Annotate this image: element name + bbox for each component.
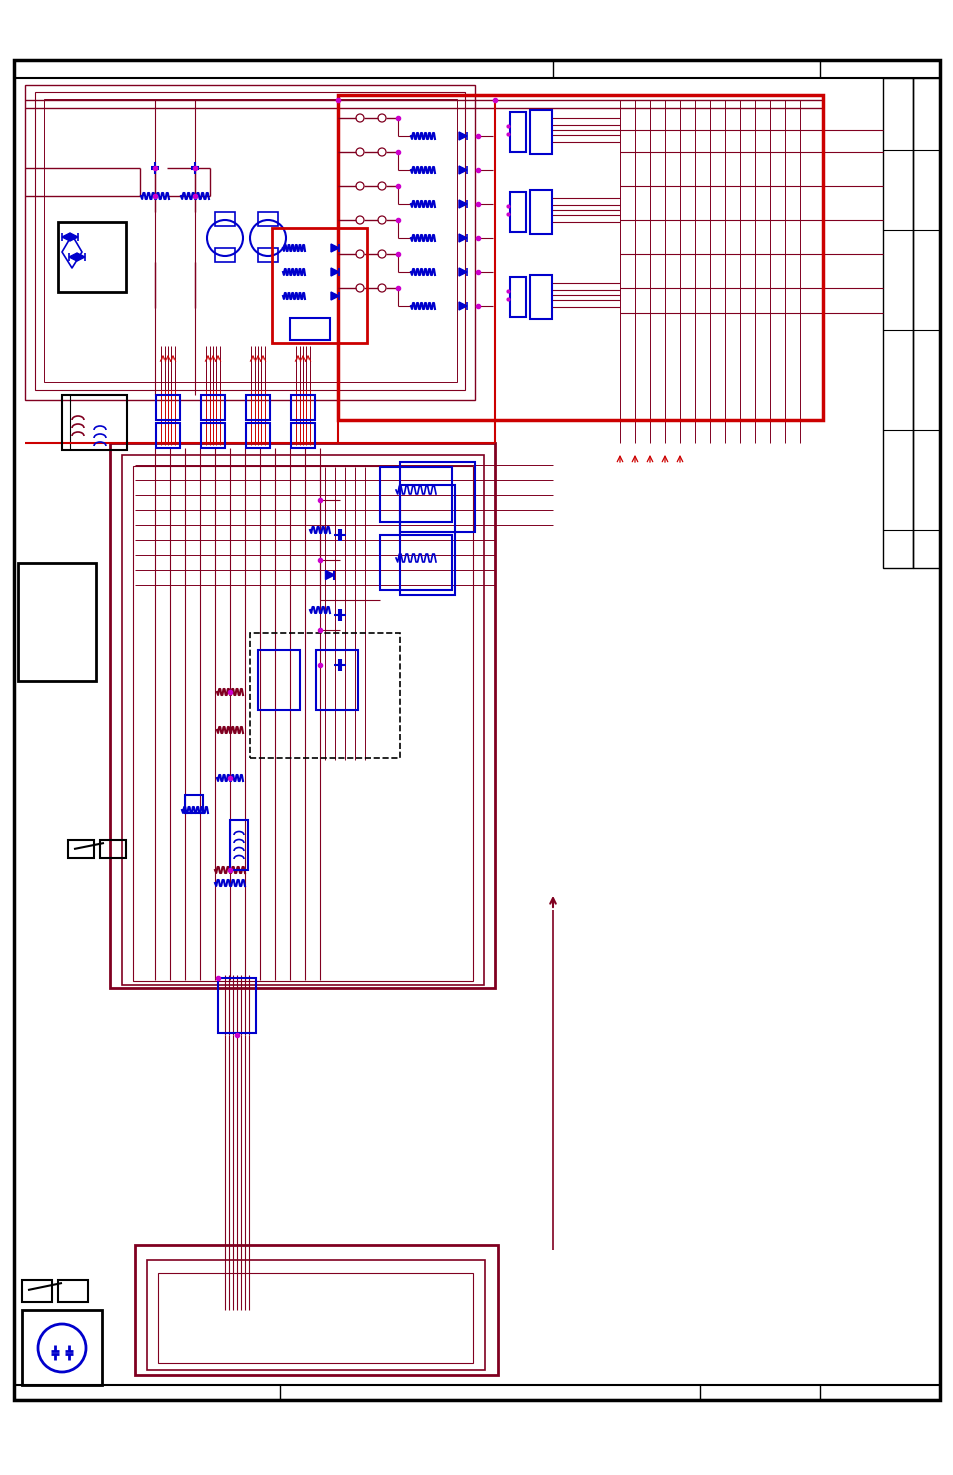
Bar (22, 1280, 52, 1302)
Bar (110, 442, 495, 988)
Polygon shape (458, 131, 467, 140)
Bar (510, 192, 525, 232)
Bar (122, 454, 483, 985)
Bar (399, 462, 475, 532)
Bar (44, 99, 456, 382)
Bar (337, 94, 822, 420)
Bar (230, 820, 248, 870)
Bar (158, 1273, 473, 1363)
Bar (882, 78, 912, 568)
Bar (156, 395, 180, 420)
Bar (291, 395, 314, 420)
Polygon shape (458, 235, 467, 242)
Polygon shape (70, 233, 78, 240)
Bar (58, 223, 126, 292)
Bar (912, 78, 939, 568)
Bar (201, 395, 225, 420)
Bar (68, 839, 94, 858)
Bar (510, 277, 525, 317)
Polygon shape (69, 254, 77, 261)
Bar (62, 395, 127, 450)
Bar (201, 423, 225, 448)
Bar (379, 468, 452, 522)
Polygon shape (325, 571, 335, 580)
Polygon shape (458, 268, 467, 276)
Bar (22, 1310, 102, 1385)
Bar (530, 111, 552, 153)
Polygon shape (458, 302, 467, 310)
Bar (257, 212, 277, 226)
Bar (214, 248, 234, 263)
Bar (510, 112, 525, 152)
Bar (290, 319, 330, 341)
Bar (291, 423, 314, 448)
Bar (399, 485, 455, 594)
Bar (58, 1280, 88, 1302)
Bar (147, 1260, 484, 1370)
Bar (250, 633, 399, 758)
Polygon shape (331, 243, 338, 252)
Polygon shape (331, 268, 338, 276)
Bar (257, 650, 299, 709)
Polygon shape (77, 254, 85, 261)
Bar (530, 190, 552, 235)
Bar (530, 274, 552, 319)
Bar (246, 395, 270, 420)
Polygon shape (331, 292, 338, 299)
Bar (214, 212, 234, 226)
Bar (272, 229, 367, 344)
Bar (315, 650, 357, 709)
Bar (218, 978, 255, 1032)
Bar (18, 563, 96, 681)
Bar (100, 839, 126, 858)
Bar (25, 86, 475, 400)
Bar (135, 1245, 497, 1375)
Bar (379, 535, 452, 590)
Bar (246, 423, 270, 448)
Polygon shape (62, 233, 70, 240)
Bar (35, 91, 464, 389)
Polygon shape (458, 201, 467, 208)
Bar (185, 795, 203, 813)
Bar (257, 248, 277, 263)
Polygon shape (458, 167, 467, 174)
Bar (156, 423, 180, 448)
Bar (132, 466, 473, 981)
